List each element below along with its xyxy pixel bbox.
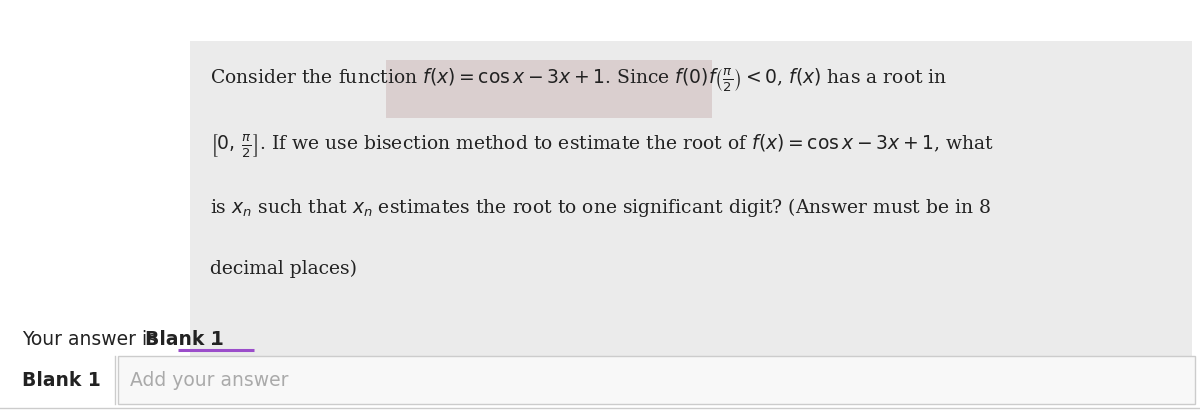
Text: $\left[0,\, \frac{\pi}{2}\right]$. If we use bisection method to estimate the ro: $\left[0,\, \frac{\pi}{2}\right]$. If we… — [210, 132, 995, 159]
Text: Blank 1: Blank 1 — [145, 330, 224, 349]
Text: Your answer is: Your answer is — [22, 330, 163, 349]
Text: Add your answer: Add your answer — [130, 371, 288, 390]
Text: Blank 1: Blank 1 — [22, 371, 101, 390]
Text: Consider the function $f(x) = \cos x - 3x + 1$. Since $f(0)f\left(\frac{\pi}{2}\: Consider the function $f(x) = \cos x - 3… — [210, 67, 947, 94]
Text: decimal places): decimal places) — [210, 260, 358, 278]
Text: .: . — [210, 330, 216, 349]
Text: is $x_n$ such that $x_n$ estimates the root to one significant digit? (Answer mu: is $x_n$ such that $x_n$ estimates the r… — [210, 196, 991, 219]
